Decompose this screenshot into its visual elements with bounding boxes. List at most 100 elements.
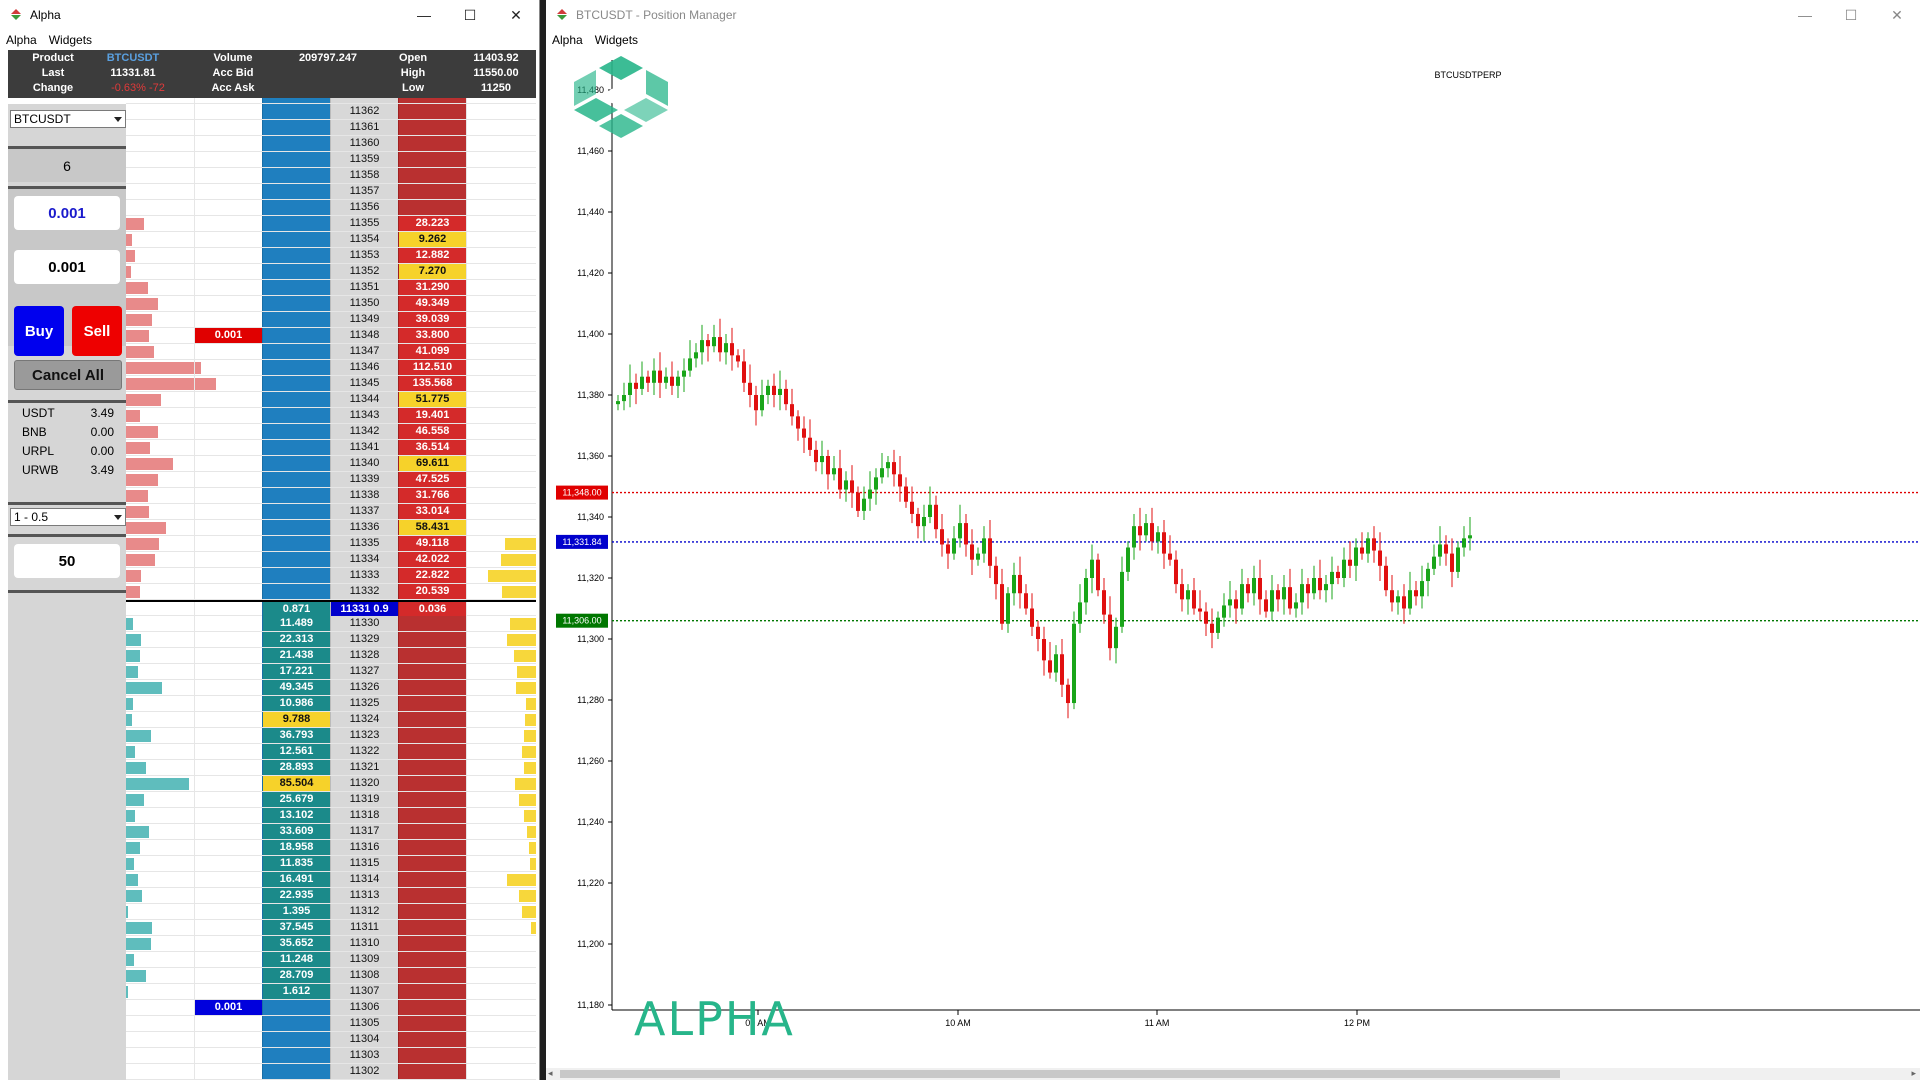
working-order-cell[interactable]	[194, 840, 262, 855]
ask-size-cell[interactable]	[398, 920, 466, 935]
scroll-right-icon[interactable]: ▸	[1911, 1068, 1916, 1078]
ladder-row[interactable]: 11357	[126, 184, 536, 200]
ask-size-cell[interactable]: 135.568	[398, 376, 466, 391]
minimize-button[interactable]: —	[417, 7, 431, 23]
ladder-row[interactable]: 10.986 11325	[126, 696, 536, 712]
working-order-cell[interactable]: 0.001	[194, 328, 262, 343]
working-order-cell[interactable]	[194, 936, 262, 951]
bid-size-cell[interactable]: 49.345	[262, 680, 330, 695]
ask-size-cell[interactable]	[398, 98, 466, 103]
ask-size-cell[interactable]: 51.775	[398, 392, 466, 407]
working-order-cell[interactable]	[194, 488, 262, 503]
working-order-cell[interactable]	[194, 216, 262, 231]
bid-size-cell[interactable]	[262, 392, 330, 407]
bid-size-cell[interactable]	[262, 152, 330, 167]
ladder-row[interactable]: 11363	[126, 98, 536, 104]
ask-size-cell[interactable]: 19.401	[398, 408, 466, 423]
bid-size-cell[interactable]	[262, 1064, 330, 1079]
working-order-cell[interactable]	[194, 232, 262, 247]
ladder-row[interactable]: 11.248 11309	[126, 952, 536, 968]
bid-size-cell[interactable]	[262, 168, 330, 183]
ladder-row[interactable]: 11352 7.270	[126, 264, 536, 280]
working-order-cell[interactable]	[194, 456, 262, 471]
bid-size-cell[interactable]	[262, 424, 330, 439]
ladder-row[interactable]: 11349 39.039	[126, 312, 536, 328]
working-order-cell[interactable]	[194, 536, 262, 551]
ask-size-cell[interactable]	[398, 808, 466, 823]
working-order-cell[interactable]	[194, 120, 262, 135]
working-order-cell[interactable]	[194, 152, 262, 167]
bid-size-cell[interactable]	[262, 472, 330, 487]
bid-size-cell[interactable]	[262, 584, 330, 599]
ladder-row[interactable]: 11339 47.525	[126, 472, 536, 488]
ask-size-cell[interactable]: 58.431	[398, 520, 466, 535]
bid-size-cell[interactable]	[262, 552, 330, 567]
working-order-cell[interactable]	[194, 296, 262, 311]
bid-size-cell[interactable]: 9.788	[262, 712, 330, 727]
ask-size-cell[interactable]	[398, 616, 466, 631]
ask-size-cell[interactable]	[398, 984, 466, 999]
price-chart[interactable]: 11,48011,46011,44011,42011,40011,38011,3…	[546, 50, 1920, 1080]
bid-size-cell[interactable]	[262, 440, 330, 455]
ladder-row[interactable]: 11305	[126, 1016, 536, 1032]
ladder-row[interactable]: 49.345 11326	[126, 680, 536, 696]
bid-size-cell[interactable]: 1.395	[262, 904, 330, 919]
ask-size-cell[interactable]	[398, 1064, 466, 1079]
working-order-cell[interactable]	[194, 408, 262, 423]
ladder-row[interactable]: 11360	[126, 136, 536, 152]
bid-size-cell[interactable]	[262, 98, 330, 103]
bid-size-cell[interactable]: 28.893	[262, 760, 330, 775]
maximize-button[interactable]: ☐	[1844, 6, 1858, 23]
working-order-cell[interactable]	[194, 1048, 262, 1063]
sell-button[interactable]: Sell	[72, 306, 122, 356]
bid-size-cell[interactable]	[262, 248, 330, 263]
ask-size-cell[interactable]: 42.022	[398, 552, 466, 567]
working-order-cell[interactable]	[194, 520, 262, 535]
ask-size-cell[interactable]	[398, 136, 466, 151]
ladder-row[interactable]: 11342 46.558	[126, 424, 536, 440]
ladder-row[interactable]: 11358	[126, 168, 536, 184]
ladder-row[interactable]: 11350 49.349	[126, 296, 536, 312]
bid-size-cell[interactable]: 11.248	[262, 952, 330, 967]
ladder-row[interactable]: 9.788 11324	[126, 712, 536, 728]
working-order-cell[interactable]	[194, 904, 262, 919]
ladder-row[interactable]: 12.561 11322	[126, 744, 536, 760]
working-order-cell[interactable]	[194, 376, 262, 391]
ask-size-cell[interactable]: 0.036	[398, 602, 466, 617]
ask-size-cell[interactable]	[398, 872, 466, 887]
working-order-cell[interactable]	[194, 776, 262, 791]
close-button[interactable]: ✕	[510, 6, 522, 23]
ask-size-cell[interactable]	[398, 744, 466, 759]
ladder-row[interactable]: 37.545 11311	[126, 920, 536, 936]
working-order-cell[interactable]	[194, 952, 262, 967]
bid-size-cell[interactable]	[262, 1048, 330, 1063]
bid-size-cell[interactable]: 35.652	[262, 936, 330, 951]
bid-size-cell[interactable]	[262, 200, 330, 215]
ladder-row[interactable]: 85.504 11320	[126, 776, 536, 792]
bid-size-cell[interactable]: 18.958	[262, 840, 330, 855]
bid-size-cell[interactable]: 11.835	[262, 856, 330, 871]
ask-size-cell[interactable]: 28.223	[398, 216, 466, 231]
ladder-row[interactable]: 11359	[126, 152, 536, 168]
bid-size-cell[interactable]: 22.313	[262, 632, 330, 647]
ladder-row[interactable]: 0.871 11331 0.9 0.036	[126, 600, 536, 617]
close-button[interactable]: ✕	[1891, 6, 1903, 23]
working-order-cell[interactable]	[194, 1064, 262, 1079]
price-ladder[interactable]: 1136311362113611136011359113581135711356…	[126, 98, 536, 1080]
bid-size-cell[interactable]	[262, 520, 330, 535]
working-order-cell[interactable]	[194, 248, 262, 263]
ask-size-cell[interactable]	[398, 1000, 466, 1015]
ask-size-cell[interactable]: 49.349	[398, 296, 466, 311]
bid-size-cell[interactable]	[262, 456, 330, 471]
ask-size-cell[interactable]	[398, 856, 466, 871]
bid-size-cell[interactable]	[262, 312, 330, 327]
ladder-row[interactable]: 21.438 11328	[126, 648, 536, 664]
ask-size-cell[interactable]: 69.611	[398, 456, 466, 471]
ladder-row[interactable]: 11333 22.822	[126, 568, 536, 584]
ladder-row[interactable]: 13.102 11318	[126, 808, 536, 824]
ask-size-cell[interactable]	[398, 936, 466, 951]
ask-size-cell[interactable]: 31.766	[398, 488, 466, 503]
menu-widgets[interactable]: Widgets	[48, 33, 93, 47]
bid-size-cell[interactable]	[262, 536, 330, 551]
ask-size-cell[interactable]: 46.558	[398, 424, 466, 439]
